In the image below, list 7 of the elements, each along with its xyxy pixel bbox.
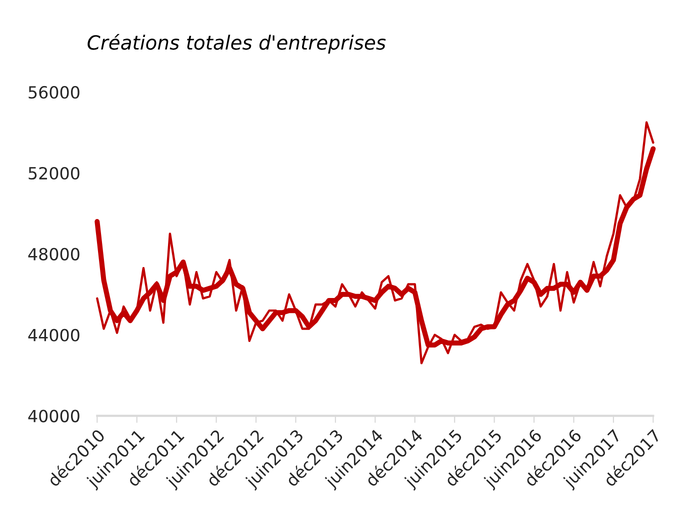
y-tick-label: 56000 xyxy=(28,86,80,99)
y-tick-label: 52000 xyxy=(28,166,80,180)
y-tick-label: 40000 xyxy=(28,410,80,422)
chart-title: Créations totales d'entreprises xyxy=(88,34,386,54)
y-tick-label: 44000 xyxy=(28,328,80,342)
line-series xyxy=(96,121,654,364)
y-tick-label: 48000 xyxy=(28,248,80,260)
